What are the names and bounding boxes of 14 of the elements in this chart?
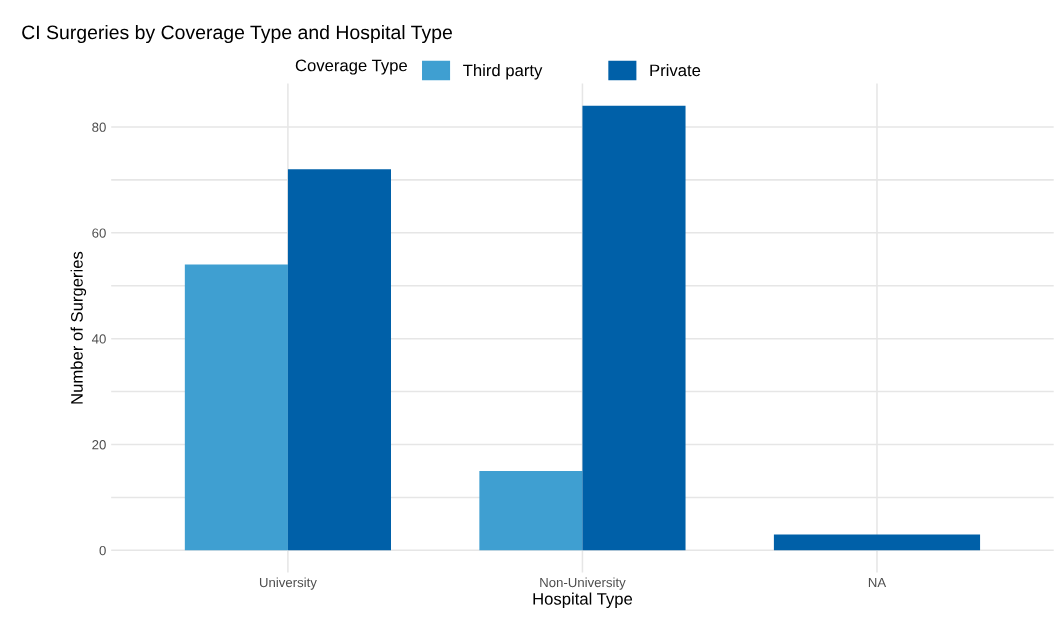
x-tick-label: NA — [868, 577, 887, 587]
chart-title: CI Surgeries by Coverage Type and Hospital Type — [22, 24, 452, 44]
y-tick-label: 20 — [92, 440, 106, 450]
y-tick-label: 40 — [91, 334, 106, 344]
x-tick-label: University — [259, 577, 317, 590]
legend-title: Coverage Type — [295, 59, 407, 75]
y-axis-title: Number of Surgeries — [70, 251, 87, 404]
legend-label: Third party — [463, 64, 543, 80]
y-tick-label: 80 — [92, 122, 106, 132]
x-tick-label: Non-University — [540, 577, 626, 590]
x-axis-title: Hospital Type — [533, 592, 633, 609]
y-tick-label: 60 — [92, 228, 106, 238]
y-tick-label: 0 — [99, 545, 106, 556]
legend-label: Private — [650, 64, 701, 77]
